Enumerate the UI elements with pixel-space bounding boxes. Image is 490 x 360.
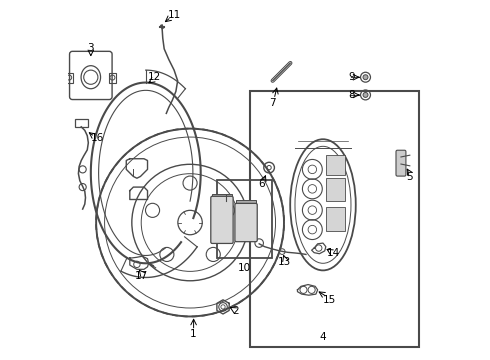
Text: 7: 7 <box>270 98 276 108</box>
Text: 16: 16 <box>91 133 104 143</box>
Text: 1: 1 <box>190 329 197 339</box>
Text: 4: 4 <box>319 332 326 342</box>
Bar <box>217 180 271 258</box>
Text: 17: 17 <box>135 271 148 282</box>
Bar <box>250 91 418 347</box>
Bar <box>326 178 345 201</box>
Bar <box>326 155 345 175</box>
Text: 10: 10 <box>238 263 251 273</box>
Text: 6: 6 <box>259 179 265 189</box>
Text: 11: 11 <box>168 10 181 20</box>
Text: 9: 9 <box>348 72 355 82</box>
FancyBboxPatch shape <box>211 196 233 243</box>
Bar <box>326 207 345 231</box>
Text: 12: 12 <box>148 72 161 82</box>
Bar <box>65 73 73 82</box>
Bar <box>236 200 256 207</box>
FancyBboxPatch shape <box>235 203 257 242</box>
Text: 5: 5 <box>407 172 413 182</box>
Bar <box>75 119 88 127</box>
Text: 13: 13 <box>278 257 292 267</box>
Circle shape <box>363 93 368 98</box>
Bar <box>212 194 232 201</box>
FancyBboxPatch shape <box>396 150 406 176</box>
Text: 2: 2 <box>232 306 239 316</box>
Text: 15: 15 <box>323 295 336 305</box>
Text: 14: 14 <box>327 248 340 258</box>
Text: 8: 8 <box>348 90 355 100</box>
Circle shape <box>363 75 368 80</box>
Text: 3: 3 <box>88 43 94 53</box>
Bar <box>109 73 116 82</box>
